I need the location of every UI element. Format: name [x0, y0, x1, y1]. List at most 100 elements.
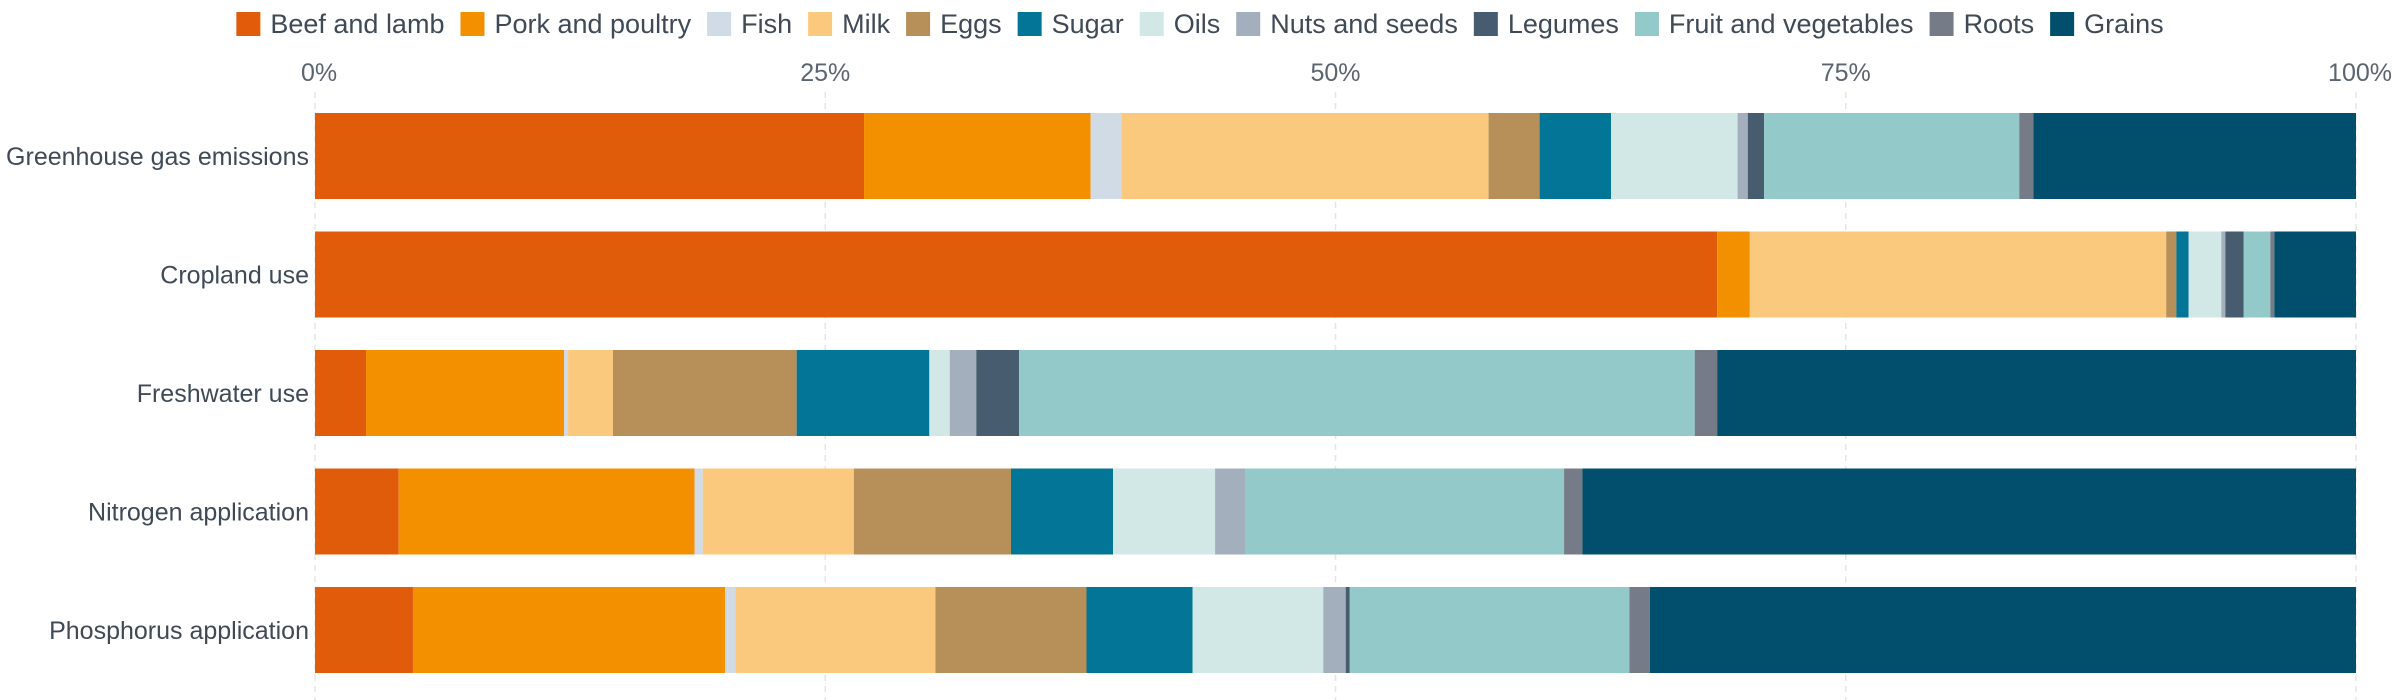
bar-segment[interactable] [2176, 231, 2189, 318]
bar-segment[interactable] [1010, 468, 1114, 555]
legend-item[interactable]: Pork and poultry [460, 9, 692, 39]
bar-segment[interactable] [1649, 587, 2356, 673]
bar-segment[interactable] [412, 587, 726, 673]
bar-segment[interactable] [1245, 468, 1565, 555]
bar-segment[interactable] [2274, 231, 2356, 318]
category-label: Freshwater use [137, 380, 309, 408]
bar-segment[interactable] [1611, 113, 1738, 199]
bar-segment[interactable] [1717, 350, 2356, 436]
legend-label: Oils [1174, 9, 1221, 39]
bar-segment[interactable] [929, 350, 950, 436]
x-tick-label: 50% [1310, 59, 1360, 87]
bar-segment[interactable] [796, 350, 930, 436]
bar-segment[interactable] [976, 350, 1020, 436]
bar-segment[interactable] [1629, 587, 1650, 673]
legend-item[interactable]: Fish [707, 9, 792, 39]
bar-segment[interactable] [2033, 113, 2356, 199]
legend-label: Pork and poultry [494, 9, 691, 39]
legend-swatch [236, 12, 261, 36]
bar-segment[interactable] [1019, 350, 1695, 436]
legend-item[interactable]: Grains [2050, 9, 2164, 39]
legend-item[interactable]: Sugar [1017, 9, 1124, 39]
bar-segment[interactable] [1215, 468, 1246, 555]
category-label: Nitrogen application [88, 499, 309, 527]
bar-row [315, 350, 2356, 436]
legend-label: Roots [1964, 9, 2035, 39]
bar-segment[interactable] [1717, 231, 1750, 318]
bar-segment[interactable] [1086, 587, 1193, 673]
bar-segment[interactable] [315, 587, 413, 673]
bar-segment[interactable] [1323, 587, 1346, 673]
bar-segment[interactable] [1090, 113, 1122, 199]
legend-item[interactable]: Milk [808, 9, 891, 39]
legend-swatch [906, 12, 931, 36]
bar-segment[interactable] [1747, 113, 1765, 199]
category-labels: Greenhouse gas emissions Cropland use Fres… [6, 143, 309, 645]
bar-segment[interactable] [694, 468, 703, 555]
bar-segment[interactable] [315, 468, 399, 555]
bar-segment[interactable] [2270, 231, 2275, 318]
bar-segment[interactable] [2243, 231, 2271, 318]
bar-segment[interactable] [2221, 231, 2226, 318]
legend-swatch [1017, 12, 1042, 36]
bar-segment[interactable] [568, 350, 613, 436]
category-label: Greenhouse gas emissions [6, 143, 309, 171]
bar-segment[interactable] [1539, 113, 1612, 199]
bar-segment[interactable] [853, 468, 1011, 555]
bar-segment[interactable] [1582, 468, 2356, 555]
bar-segment[interactable] [564, 350, 569, 436]
bar-segment[interactable] [1345, 587, 1350, 673]
legend-item[interactable]: Roots [1929, 9, 2035, 39]
bar-segment[interactable] [1488, 113, 1540, 199]
bar-segment[interactable] [1564, 468, 1583, 555]
legend-item[interactable]: Nuts and seeds [1236, 9, 1458, 39]
bar-segment[interactable] [366, 350, 565, 436]
bar-segment[interactable] [315, 231, 1718, 318]
bar-segment[interactable] [2019, 113, 2034, 199]
bar-row [315, 587, 2356, 673]
x-tick-label: 100% [2328, 59, 2392, 87]
legend-label: Fruit and vegetables [1669, 9, 1914, 39]
legend-swatch [808, 12, 833, 36]
bar-segment[interactable] [1192, 587, 1324, 673]
legend-item[interactable]: Beef and lamb [236, 9, 444, 39]
legend-label: Legumes [1508, 9, 1619, 39]
bar-segment[interactable] [1113, 468, 1216, 555]
bar-row [315, 468, 2356, 555]
legend: Beef and lamb Pork and poultry Fish Milk Egg… [236, 9, 2164, 39]
bar-segment[interactable] [935, 587, 1087, 673]
bar-segment[interactable] [864, 113, 1091, 199]
bar-segment[interactable] [735, 587, 936, 673]
legend-item[interactable]: Eggs [906, 9, 1002, 39]
bar-row [315, 231, 2356, 318]
bar-segment[interactable] [2188, 231, 2222, 318]
bar-segment[interactable] [612, 350, 797, 436]
bar-segment[interactable] [398, 468, 695, 555]
bar-segment[interactable] [1764, 113, 2020, 199]
category-label: Cropland use [160, 262, 309, 290]
legend-item[interactable]: Fruit and vegetables [1634, 9, 1914, 39]
legend-swatch [707, 12, 732, 36]
bar-segment[interactable] [1121, 113, 1489, 199]
bar-segment[interactable] [1737, 113, 1748, 199]
legend-swatch [1634, 12, 1659, 36]
legend-label: Fish [741, 9, 792, 39]
bar-segment[interactable] [315, 113, 865, 199]
bar-segment[interactable] [1349, 587, 1630, 673]
legend-item[interactable]: Legumes [1473, 9, 1619, 39]
bar-segment[interactable] [702, 468, 854, 555]
bar-segment[interactable] [2225, 231, 2244, 318]
x-axis-ticks: 0% 25% 50% 75% 100% [301, 59, 2392, 87]
bar-segment[interactable] [1694, 350, 1718, 436]
bar-segment[interactable] [1749, 231, 2167, 318]
legend-item[interactable]: Oils [1139, 9, 1221, 39]
bar-segment[interactable] [949, 350, 977, 436]
legend-swatch [460, 12, 485, 36]
x-tick-label: 75% [1821, 59, 1871, 87]
bar-segment[interactable] [2166, 231, 2177, 318]
x-tick-label: 25% [800, 59, 850, 87]
legend-label: Grains [2084, 9, 2164, 39]
bar-segment[interactable] [315, 350, 367, 436]
bar-segment[interactable] [725, 587, 736, 673]
